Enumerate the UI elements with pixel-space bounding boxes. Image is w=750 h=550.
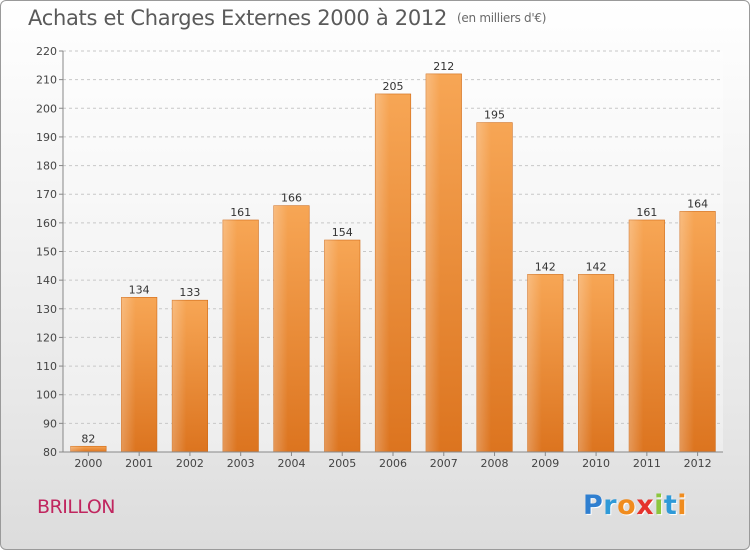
x-tick-label: 2009 [531,457,559,470]
y-tick-label: 80 [43,446,57,459]
data-label: 133 [179,286,200,299]
y-tick-label: 220 [36,45,57,58]
bar-highlight [426,73,441,453]
bar-highlight [375,93,390,452]
y-tick-label: 150 [36,246,57,259]
logo-letter: i [654,490,664,521]
x-tick-label: 2004 [277,457,305,470]
data-label: 82 [81,432,95,445]
bar-highlight [527,274,542,452]
bar-highlight [679,211,695,452]
data-label: 142 [586,260,607,273]
x-tick-label: 2002 [176,457,204,470]
data-label: 164 [687,197,708,210]
y-tick-label: 100 [36,389,57,402]
y-tick-label: 170 [36,188,57,201]
logo-letter: r [603,490,618,521]
bar-highlight [222,219,238,452]
x-tick-label: 2001 [125,457,153,470]
logo-letter: P [583,490,604,521]
y-tick-label: 210 [36,74,57,87]
bar-highlight [273,205,288,452]
logo-letter: i [677,490,688,521]
bar-highlight [121,297,136,452]
bar-highlight [70,446,85,452]
y-tick-label: 190 [36,131,57,144]
x-tick-label: 2007 [430,457,458,470]
bar-highlight [629,219,644,452]
proxiti-logo: Proxiti [583,490,687,521]
y-axis-ticks: 80 90 100 110 120 130 140 150 160 170 180 190 200 210… [36,45,63,459]
logo-letter: x [636,490,655,521]
y-tick-label: 130 [36,303,57,316]
y-tick-label: 90 [43,417,57,430]
chart-title: Achats et Charges Externes 2000 à 2012 [28,6,448,30]
x-axis-ticks: 2000 2001 2002 2003 2004 2005 2006 2007 2008 2009… [74,452,712,470]
x-tick-label: 2008 [481,457,509,470]
y-tick-label: 180 [36,160,57,173]
y-tick-label: 200 [36,102,57,115]
x-tick-label: 2000 [74,457,102,470]
x-tick-label: 2003 [227,457,255,470]
x-tick-label: 2010 [582,457,610,470]
y-tick-label: 160 [36,217,57,230]
bar-highlight [578,274,593,452]
data-label: 205 [383,80,404,93]
data-label: 212 [433,60,454,73]
data-label: 166 [281,192,302,205]
location-label: BRILLON [37,496,116,518]
x-tick-label: 2006 [379,457,407,470]
y-tick-label: 140 [36,274,57,287]
data-label: 154 [332,226,353,239]
data-label: 161 [636,206,657,219]
chart-title-row: Achats et Charges Externes 2000 à 2012 (e… [28,6,546,30]
bar-highlight [172,300,187,452]
data-label: 195 [484,109,505,122]
data-label: 142 [535,260,556,273]
y-tick-label: 110 [36,360,57,373]
x-tick-label: 2005 [328,457,356,470]
x-tick-label: 2012 [684,457,712,470]
data-labels: 82 134 133 161 166 154 205 212 195 142 142 161 164 [81,60,708,445]
bars [70,73,716,453]
logo-letter: o [617,490,637,521]
chart-subtitle: (en milliers d'€) [457,11,547,25]
data-label: 161 [230,206,251,219]
logo-letter: t [663,490,678,521]
y-tick-label: 120 [36,331,57,344]
data-label: 134 [129,283,150,296]
x-tick-label: 2011 [633,457,661,470]
bar-highlight [476,122,491,452]
bar-highlight [324,240,339,452]
